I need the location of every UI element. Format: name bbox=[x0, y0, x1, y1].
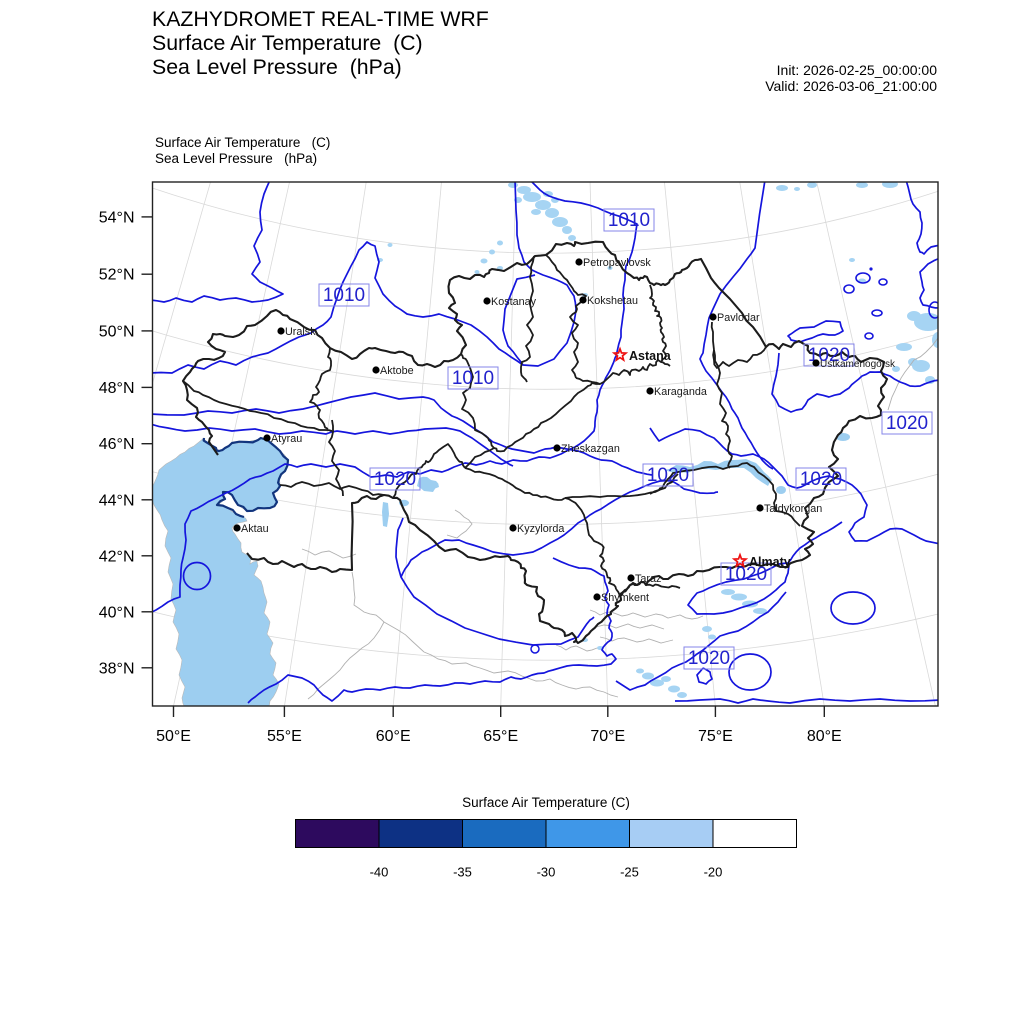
svg-text:65°E: 65°E bbox=[483, 728, 518, 745]
svg-text:Kyzylorda: Kyzylorda bbox=[517, 523, 564, 535]
svg-text:-30: -30 bbox=[537, 865, 556, 880]
svg-text:38°N: 38°N bbox=[99, 660, 135, 677]
svg-text:55°E: 55°E bbox=[267, 728, 302, 745]
svg-text:52°N: 52°N bbox=[99, 267, 135, 284]
svg-text:Shymkent: Shymkent bbox=[601, 592, 649, 604]
svg-text:1020: 1020 bbox=[688, 648, 730, 669]
svg-text:Zheskazgan: Zheskazgan bbox=[561, 443, 620, 455]
svg-text:Sea Level Pressure (hPa): Sea Level Pressure (hPa) bbox=[155, 151, 317, 166]
svg-text:50°N: 50°N bbox=[99, 323, 135, 340]
svg-text:Astana: Astana bbox=[629, 349, 672, 363]
svg-text:1010: 1010 bbox=[323, 285, 365, 306]
svg-text:Sea Level Pressure (hPa): Sea Level Pressure (hPa) bbox=[152, 55, 402, 79]
svg-text:40°N: 40°N bbox=[99, 604, 135, 621]
svg-text:Pavlodar: Pavlodar bbox=[717, 312, 760, 324]
svg-text:Almaty: Almaty bbox=[749, 555, 791, 569]
svg-text:1010: 1010 bbox=[608, 210, 650, 231]
svg-text:Kokshetau: Kokshetau bbox=[587, 295, 638, 307]
svg-text:70°E: 70°E bbox=[590, 728, 625, 745]
svg-text:42°N: 42°N bbox=[99, 548, 135, 565]
svg-text:50°E: 50°E bbox=[156, 728, 191, 745]
svg-text:-25: -25 bbox=[620, 865, 639, 880]
svg-text:1020: 1020 bbox=[647, 465, 689, 486]
svg-text:1020: 1020 bbox=[886, 413, 928, 434]
svg-text:Karaganda: Karaganda bbox=[654, 386, 707, 398]
svg-text:Surface Air Temperature (C): Surface Air Temperature (C) bbox=[155, 135, 330, 150]
svg-text:46°N: 46°N bbox=[99, 436, 135, 453]
svg-text:Aktau: Aktau bbox=[241, 523, 269, 535]
svg-text:Surface Air Temperature (C): Surface Air Temperature (C) bbox=[152, 31, 423, 55]
svg-text:1020: 1020 bbox=[800, 469, 842, 490]
svg-text:Atyrau: Atyrau bbox=[271, 433, 302, 445]
svg-text:1010: 1010 bbox=[452, 368, 494, 389]
svg-text:Surface Air Temperature (C): Surface Air Temperature (C) bbox=[462, 795, 630, 810]
svg-text:-35: -35 bbox=[453, 865, 472, 880]
svg-text:1020: 1020 bbox=[725, 564, 767, 585]
svg-text:80°E: 80°E bbox=[807, 728, 842, 745]
svg-text:KAZHYDROMET REAL-TIME WRF: KAZHYDROMET REAL-TIME WRF bbox=[152, 7, 489, 31]
svg-text:Ustkamenogorsk: Ustkamenogorsk bbox=[820, 359, 896, 370]
svg-text:Uralsk: Uralsk bbox=[285, 326, 316, 338]
svg-text:Aktobe: Aktobe bbox=[380, 365, 414, 377]
svg-text:1020: 1020 bbox=[374, 469, 416, 490]
svg-text:75°E: 75°E bbox=[698, 728, 733, 745]
svg-text:Taraz: Taraz bbox=[635, 573, 661, 585]
svg-text:54°N: 54°N bbox=[99, 209, 135, 226]
svg-text:-20: -20 bbox=[704, 865, 723, 880]
svg-text:Taldykorgan: Taldykorgan bbox=[764, 503, 822, 515]
svg-text:Kostanay: Kostanay bbox=[491, 296, 537, 308]
svg-text:-40: -40 bbox=[370, 865, 389, 880]
svg-text:Valid: 2026-03-06_21:00:00: Valid: 2026-03-06_21:00:00 bbox=[765, 78, 937, 94]
svg-text:44°N: 44°N bbox=[99, 492, 135, 509]
svg-text:60°E: 60°E bbox=[376, 728, 411, 745]
svg-text:48°N: 48°N bbox=[99, 380, 135, 397]
svg-text:Init: 2026-02-25_00:00:00: Init: 2026-02-25_00:00:00 bbox=[777, 62, 938, 78]
svg-text:Petropavlovsk: Petropavlovsk bbox=[583, 257, 651, 269]
